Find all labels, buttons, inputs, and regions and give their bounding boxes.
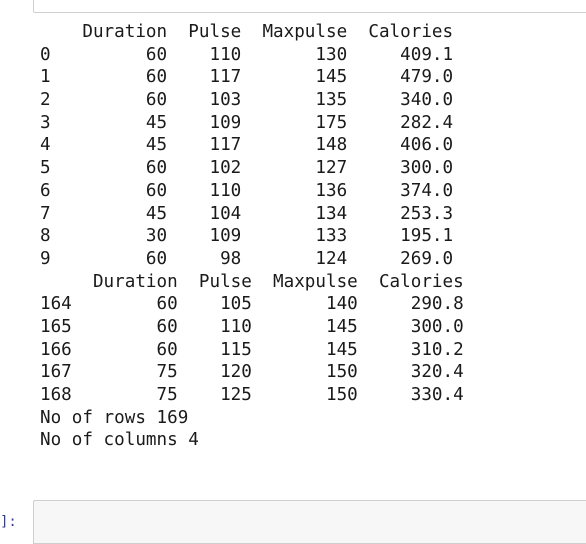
output-line: 6 60 110 136 374.0 <box>40 180 454 201</box>
input-prompt: ]: <box>0 514 17 530</box>
output-line: 167 75 120 150 320.4 <box>40 362 464 383</box>
output-line: 8 30 109 133 195.1 <box>40 226 454 247</box>
cell-output: Duration Pulse Maxpulse Calories 0 60 110… <box>40 21 464 452</box>
output-summary-rows: No of rows 169 <box>40 407 189 428</box>
output-line: 2 60 103 135 340.0 <box>40 90 454 111</box>
code-input[interactable] <box>33 500 586 544</box>
output-line: 5 60 102 127 300.0 <box>40 158 454 179</box>
output-line: 165 60 110 145 300.0 <box>40 316 464 337</box>
output-line: 4 45 117 148 406.0 <box>40 135 454 156</box>
output-line: 164 60 105 140 290.8 <box>40 294 464 315</box>
output-header-line: Duration Pulse Maxpulse Calories <box>40 22 454 42</box>
output-line: 7 45 104 134 253.3 <box>40 203 454 224</box>
output-line: 9 60 98 124 269.0 <box>40 248 454 269</box>
output-header-line: Duration Pulse Maxpulse Calories <box>40 271 464 292</box>
output-line: 0 60 110 130 409.1 <box>40 44 454 65</box>
previous-cell-input[interactable] <box>33 0 586 13</box>
next-code-cell: ]: <box>0 500 586 544</box>
output-line: 168 75 125 150 330.4 <box>40 385 464 405</box>
output-line: 1 60 117 145 479.0 <box>40 67 454 88</box>
output-summary-columns: No of columns 4 <box>40 430 199 451</box>
output-line: 3 45 109 175 282.4 <box>40 112 454 133</box>
output-line: 166 60 115 145 310.2 <box>40 339 464 360</box>
